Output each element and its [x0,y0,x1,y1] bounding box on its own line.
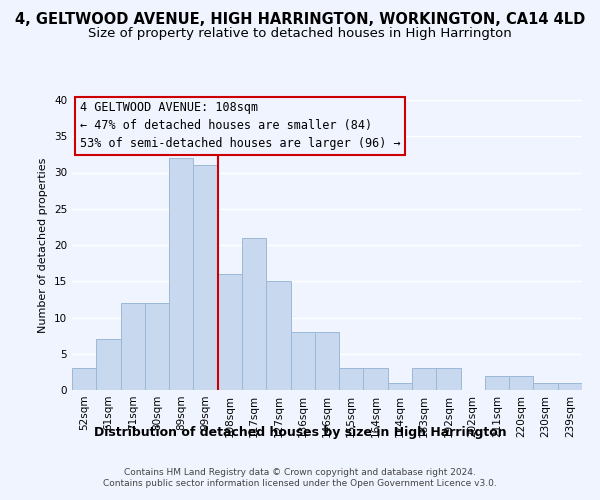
Bar [412,368,436,390]
Bar [315,332,339,390]
Bar [388,383,412,390]
Bar [72,368,96,390]
Y-axis label: Number of detached properties: Number of detached properties [38,158,49,332]
Text: Contains public sector information licensed under the Open Government Licence v3: Contains public sector information licen… [103,480,497,488]
Bar [169,158,193,390]
Bar [558,383,582,390]
Bar [339,368,364,390]
Bar [218,274,242,390]
Bar [145,303,169,390]
Bar [193,165,218,390]
Bar [436,368,461,390]
Bar [290,332,315,390]
Bar [485,376,509,390]
Text: Contains HM Land Registry data © Crown copyright and database right 2024.: Contains HM Land Registry data © Crown c… [124,468,476,477]
Text: 4 GELTWOOD AVENUE: 108sqm
← 47% of detached houses are smaller (84)
53% of semi-: 4 GELTWOOD AVENUE: 108sqm ← 47% of detac… [80,102,400,150]
Bar [121,303,145,390]
Bar [266,281,290,390]
Bar [364,368,388,390]
Bar [242,238,266,390]
Text: Size of property relative to detached houses in High Harrington: Size of property relative to detached ho… [88,28,512,40]
Text: Distribution of detached houses by size in High Harrington: Distribution of detached houses by size … [94,426,506,439]
Bar [96,339,121,390]
Bar [533,383,558,390]
Bar [509,376,533,390]
Text: 4, GELTWOOD AVENUE, HIGH HARRINGTON, WORKINGTON, CA14 4LD: 4, GELTWOOD AVENUE, HIGH HARRINGTON, WOR… [15,12,585,28]
